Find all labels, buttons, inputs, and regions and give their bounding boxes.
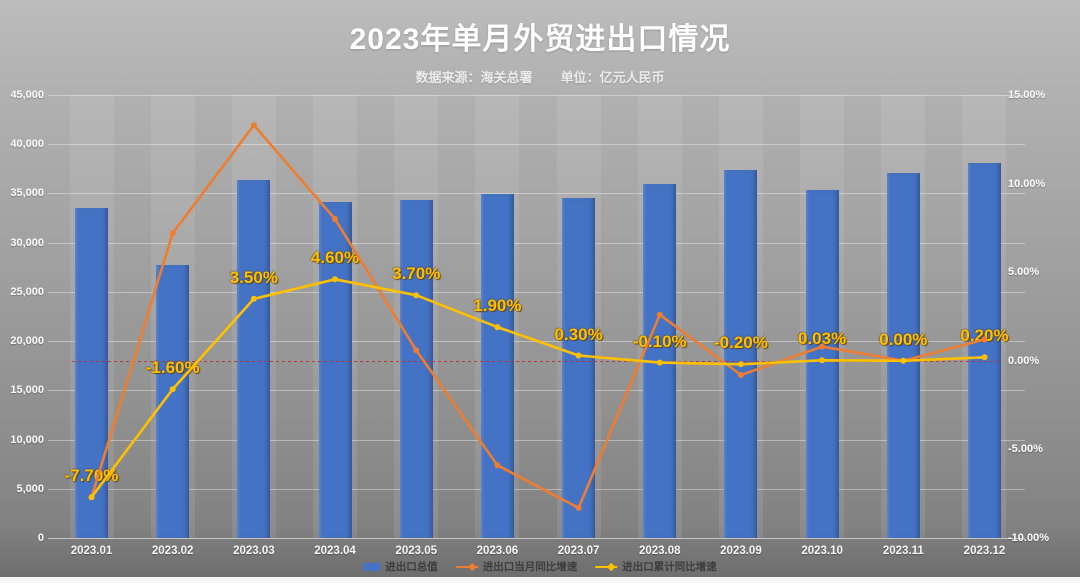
cumulative-yoy-growth-line bbox=[90, 277, 985, 498]
left-axis-tick-label: 30,000 bbox=[10, 236, 44, 249]
left-axis-tick-label: 40,000 bbox=[10, 138, 44, 151]
data-label-2023.05: 3.70% bbox=[392, 264, 441, 284]
gridline bbox=[48, 538, 1025, 539]
data-label-2023.03: 3.50% bbox=[229, 267, 278, 287]
gridline bbox=[48, 144, 1025, 146]
legend-item-monthly-growth: 进出口当月同比增速 bbox=[455, 559, 578, 574]
chart-title: 2023年单月外贸进出口情况 bbox=[349, 23, 731, 56]
data-label-2023.10: 0.03% bbox=[798, 329, 847, 349]
right-axis-tick-label: 10.00% bbox=[1008, 177, 1046, 190]
unit-label: 单位：亿元人民币 bbox=[560, 70, 665, 85]
legend-label: 进出口当月同比增速 bbox=[482, 561, 578, 573]
x-axis-label: 2023.06 bbox=[476, 545, 519, 557]
data-label-2023.02: -1.60% bbox=[145, 358, 200, 378]
data-source-label: 数据来源：海关总署 bbox=[415, 70, 533, 85]
gridline bbox=[48, 193, 1025, 195]
gridline bbox=[48, 390, 1025, 392]
legend: 进出口总值 进出口当月同比增速 进出口累计同比增速 bbox=[363, 559, 717, 574]
right-axis-tick-label: 15.00% bbox=[1008, 89, 1046, 101]
legend-item-cumulative-growth: 进出口累计同比增速 bbox=[595, 559, 717, 574]
right-axis-tick-label: 0.00% bbox=[1008, 354, 1040, 367]
x-axis-label: 2023.09 bbox=[720, 545, 762, 557]
legend-label: 进出口累计同比增速 bbox=[622, 561, 717, 573]
bar-2023.03 bbox=[237, 179, 271, 538]
bar-2023.02 bbox=[156, 265, 190, 538]
right-axis-tick-label: -5.00% bbox=[1008, 443, 1043, 456]
left-axis-tick-label: 25,000 bbox=[10, 285, 44, 298]
left-axis-tick-label: 35,000 bbox=[10, 187, 44, 200]
x-axis-label: 2023.07 bbox=[557, 545, 600, 557]
left-axis-tick-label: 20,000 bbox=[10, 335, 44, 348]
x-axis-label: 2023.04 bbox=[314, 545, 356, 557]
left-axis-tick-label: 15,000 bbox=[10, 384, 44, 397]
x-axis-label: 2023.03 bbox=[233, 545, 275, 557]
gridline bbox=[48, 291, 1025, 293]
legend-label: 进出口总值 bbox=[385, 561, 438, 573]
bar-2023.06 bbox=[480, 194, 514, 538]
bar-2023.09 bbox=[724, 169, 758, 538]
data-label-2023.11: 0.00% bbox=[879, 329, 928, 349]
left-axis-tick-label: 0 bbox=[37, 532, 44, 544]
bar-2023.12 bbox=[967, 162, 1001, 538]
data-label-2023.06: 1.90% bbox=[473, 296, 522, 316]
gridline bbox=[48, 95, 1025, 96]
x-axis-label: 2023.12 bbox=[963, 545, 1006, 557]
x-axis-label: 2023.08 bbox=[638, 545, 681, 557]
right-axis-tick-label: 5.00% bbox=[1008, 266, 1040, 279]
left-axis-tick-label: 10,000 bbox=[10, 433, 44, 446]
bottom-white-strip bbox=[0, 577, 1080, 583]
x-axis-label: 2023.05 bbox=[395, 545, 438, 557]
chart-header: 2023年单月外贸进出口情况 数据来源：海关总署 单位：亿元人民币 bbox=[0, 14, 1080, 86]
zero-reference-line bbox=[72, 360, 1002, 362]
legend-item-total-value: 进出口总值 bbox=[363, 559, 438, 574]
right-axis-tick-label: -10.00% bbox=[1008, 532, 1049, 544]
left-axis-tick-label: 5,000 bbox=[16, 482, 44, 495]
bar-2023.07 bbox=[562, 198, 596, 538]
bar-2023.11 bbox=[886, 172, 920, 538]
gridline bbox=[48, 242, 1025, 244]
legend-line-marker bbox=[595, 562, 618, 571]
data-label-2023.07: 0.30% bbox=[554, 324, 603, 344]
x-axis-label: 2023.10 bbox=[801, 545, 843, 557]
bar-2023.10 bbox=[805, 189, 839, 538]
data-label-2023.08: -0.10% bbox=[632, 331, 687, 351]
data-label-2023.01: -7.70% bbox=[64, 466, 119, 486]
monthly-yoy-growth-line bbox=[90, 123, 985, 510]
x-axis-label: 2023.02 bbox=[151, 545, 194, 557]
bar-2023.05 bbox=[399, 200, 433, 538]
x-axis-label: 2023.01 bbox=[70, 545, 113, 557]
legend-line-marker bbox=[455, 562, 478, 571]
data-label-2023.04: 4.60% bbox=[310, 248, 360, 268]
data-label-2023.12: 0.20% bbox=[960, 326, 1009, 346]
chart-subtitle: 数据来源：海关总署 单位：亿元人民币 bbox=[0, 67, 1080, 86]
left-axis-tick-label: 45,000 bbox=[10, 89, 44, 101]
legend-bar-swatch bbox=[363, 562, 381, 571]
gridline bbox=[48, 439, 1025, 441]
bar-2023.01 bbox=[75, 208, 108, 538]
data-label-2023.09: -0.20% bbox=[714, 333, 768, 353]
gridline bbox=[48, 488, 1025, 490]
x-axis-label: 2023.11 bbox=[882, 545, 924, 557]
